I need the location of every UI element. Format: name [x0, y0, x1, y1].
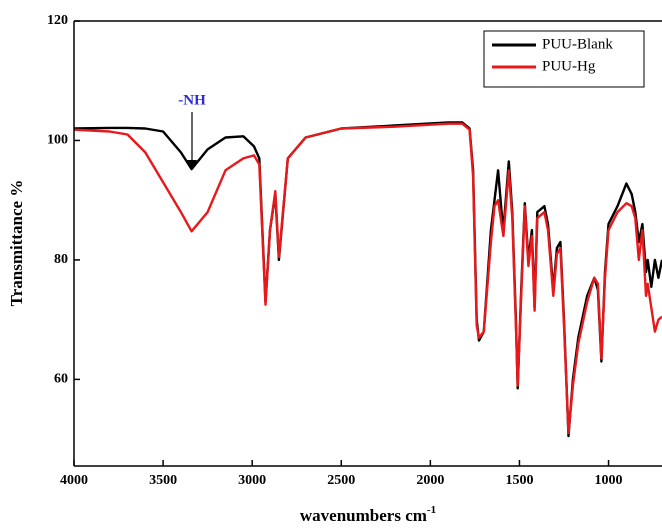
- x-tick-label: 2000: [416, 473, 444, 488]
- x-axis-label-superscript: -1: [427, 504, 436, 516]
- annotation-arrowhead: [187, 160, 197, 170]
- series-line: [74, 122, 662, 435]
- x-tick-label: 4000: [60, 473, 88, 488]
- legend-box: [483, 30, 645, 88]
- annotation: -NH: [178, 92, 206, 108]
- y-tick-label: 80: [54, 252, 68, 267]
- x-tick-label: 2500: [327, 473, 355, 488]
- y-tick-label: 100: [47, 133, 68, 148]
- x-tick-label: 1000: [595, 473, 623, 488]
- y-tick-label: 60: [54, 372, 68, 387]
- y-axis-label: Transmittance %: [7, 180, 26, 307]
- x-axis-label: wavenumbers cm-1: [300, 504, 436, 525]
- x-tick-label: 1500: [505, 473, 533, 488]
- x-axis-label-text: wavenumbers cm: [300, 506, 427, 525]
- series-line: [74, 121, 662, 438]
- x-tick-label: 3500: [149, 473, 177, 488]
- legend-label: PUU-Hg: [542, 58, 596, 74]
- y-tick-label: 120: [47, 13, 68, 28]
- x-tick-label: 3000: [238, 473, 266, 488]
- legend-label: PUU-Blank: [542, 36, 613, 52]
